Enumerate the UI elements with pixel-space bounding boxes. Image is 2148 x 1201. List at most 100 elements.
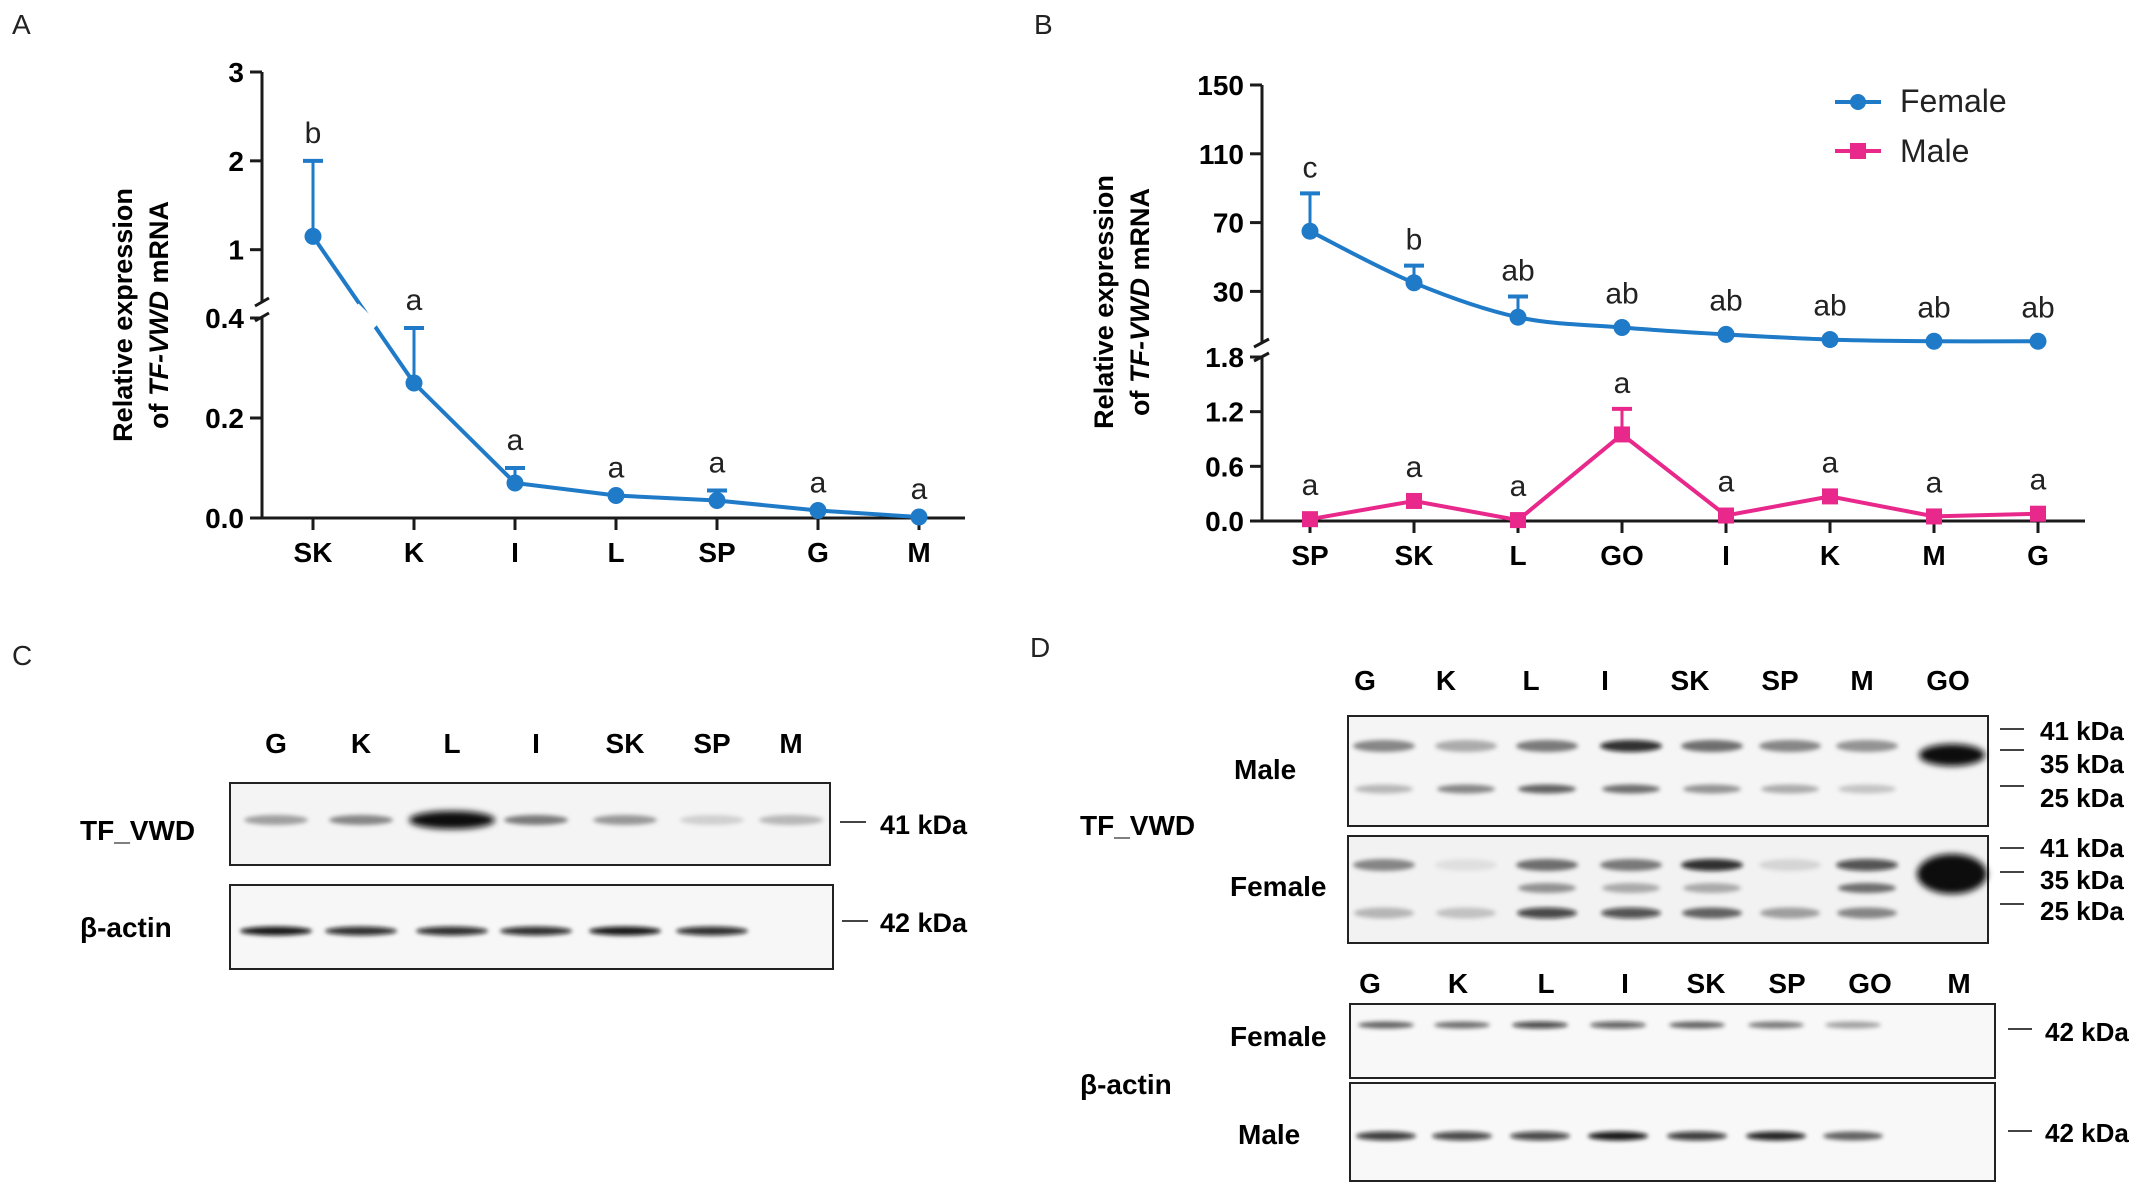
blot-d-lane-label-bottom: K bbox=[1448, 968, 1468, 999]
blot-c-band-actin bbox=[240, 926, 312, 936]
blot-d-band-female-lower bbox=[1436, 907, 1496, 919]
blot-d-row-male-actin: Male bbox=[1238, 1119, 1300, 1150]
chart-b-male-sig-letter: a bbox=[1302, 469, 1319, 502]
chart-b-female-point bbox=[2029, 332, 2047, 350]
blot-c-band-tfvwd bbox=[504, 815, 568, 825]
blot-d-band-female-lower bbox=[1837, 907, 1897, 919]
chart-a-line-break-gap bbox=[351, 303, 379, 331]
blot-d-lane-label-top: L bbox=[1522, 665, 1539, 696]
chart-b-y-tick-label: 150 bbox=[1197, 70, 1244, 101]
blot-d-band-male-lower bbox=[1683, 784, 1741, 794]
blot-c-lane-labels: G K L I SK SP M bbox=[265, 728, 803, 759]
chart-a-point bbox=[506, 474, 524, 492]
blot-c-band-actin bbox=[416, 926, 488, 936]
blot-c-band-actin bbox=[325, 926, 397, 936]
blot-d-band-male-lower bbox=[1602, 784, 1660, 794]
chart-a-sig-letter: a bbox=[911, 473, 928, 506]
chart-b-axis-break-mark bbox=[1253, 337, 1270, 349]
blot-d-kda-female-25: 25 kDa bbox=[2040, 896, 2124, 926]
chart-b-x-tick-label: G bbox=[2027, 540, 2049, 571]
chart-b-female-point bbox=[1301, 222, 1319, 240]
blot-c-kda-42: 42 kDa bbox=[880, 908, 968, 938]
chart-b-female-sig-letter: c bbox=[1303, 151, 1318, 184]
blot-d-band-actin-female bbox=[1512, 1021, 1568, 1029]
chart-b-female-sig-letter: ab bbox=[1501, 255, 1534, 288]
blot-d-band-male-upper bbox=[1353, 740, 1415, 752]
blot-c-band-actin bbox=[676, 926, 748, 936]
chart-b-male-sig-letter: a bbox=[1406, 451, 1423, 484]
blot-c-band-tfvwd bbox=[759, 815, 823, 825]
blot-d-kda-female-35: 35 kDa bbox=[2040, 865, 2124, 895]
chart-b-male-point bbox=[1822, 488, 1838, 505]
chart-a-axis-break-mark bbox=[254, 296, 270, 308]
blot-d-kda-female-42: 42 kDa bbox=[2045, 1017, 2129, 1047]
chart-b-female-point bbox=[1717, 325, 1735, 343]
chart-b-female-sig-letter: ab bbox=[1709, 284, 1742, 317]
chart-b-marks: c b ab ab ab ab ab ab a a a a a a a a bbox=[1300, 151, 2055, 529]
blot-d-lane-label-top: M bbox=[1850, 665, 1873, 696]
chart-b-male-point bbox=[1614, 426, 1630, 443]
chart-a-sig-letter: a bbox=[608, 452, 625, 485]
chart-a-ylabel-line1: Relative expression bbox=[108, 188, 138, 442]
blot-d-lane-label-top: SK bbox=[1671, 665, 1710, 696]
blot-c-lane-label: SP bbox=[693, 728, 730, 759]
blot-d-band-actin-female bbox=[1669, 1021, 1725, 1029]
blot-d-band-female-upper bbox=[1600, 859, 1662, 871]
panel-label-b: B bbox=[1034, 9, 1053, 40]
blot-d-band-female-upper bbox=[1681, 859, 1743, 871]
blot-d-band-male-upper bbox=[1516, 740, 1578, 752]
chart-a-marks: b a a a a a a bbox=[303, 117, 928, 526]
chart-a-x-tick-label: K bbox=[404, 537, 424, 568]
blot-c-lane-label: I bbox=[532, 728, 540, 759]
blot-c-band-tfvwd bbox=[409, 811, 495, 829]
blot-c-band-actin bbox=[500, 926, 572, 936]
blot-c-lane-label: M bbox=[779, 728, 802, 759]
blot-d-box-male-tfvwd bbox=[1347, 715, 1989, 827]
blot-d-band-actin-female bbox=[1825, 1021, 1881, 1029]
chart-a-x-tick-label: SK bbox=[294, 537, 333, 568]
chart-a-point bbox=[304, 227, 322, 245]
blot-d-row-male-tfvwd: Male bbox=[1234, 754, 1296, 785]
blot-d-band-female-upper bbox=[1353, 859, 1415, 871]
chart-b-female-point bbox=[1925, 332, 1943, 350]
chart-b-male-point bbox=[1302, 511, 1318, 528]
chart-a-ylabel-line2: of TF-VWD mRNA bbox=[144, 201, 174, 429]
blot-d-band-male-lower bbox=[1838, 784, 1896, 794]
legend-female-marker bbox=[1850, 94, 1866, 110]
chart-b-x-tick-label: I bbox=[1722, 540, 1730, 571]
chart-b-male-point bbox=[1510, 512, 1526, 529]
chart-b-ylabel-line1: Relative expression bbox=[1089, 175, 1119, 429]
chart-b-y-tick-label: 1.2 bbox=[1205, 397, 1244, 428]
blot-c: G K L I SK SP M TF_VWD β-actin 41 kDa 42 kDa bbox=[80, 728, 968, 970]
chart-b-male-line bbox=[1309, 431, 2039, 523]
blot-d-lane-label-top: G bbox=[1354, 665, 1376, 696]
chart-b-female-line bbox=[1309, 229, 2039, 344]
chart-a-x-tick-label: M bbox=[907, 537, 930, 568]
blot-d-band-female-mid bbox=[1518, 883, 1576, 893]
blot-c-row-label-actin: β-actin bbox=[80, 912, 172, 943]
blot-d-box-male-actin bbox=[1349, 1082, 1996, 1182]
chart-b-x-tick-label: GO bbox=[1600, 540, 1644, 571]
panel-label-d: D bbox=[1030, 632, 1050, 663]
blot-c-lane-label: SK bbox=[606, 728, 645, 759]
chart-b-x-tick-label: M bbox=[1922, 540, 1945, 571]
blot-d-band-male-upper bbox=[1435, 740, 1497, 752]
blot-d-band-male-lower bbox=[1761, 784, 1819, 794]
chart-b-y-tick-label: 0.6 bbox=[1205, 451, 1244, 482]
blot-d-band-actin-female bbox=[1590, 1021, 1646, 1029]
blot-d-band-female-go bbox=[1917, 854, 1987, 894]
chart-b-y-tick-label: 70 bbox=[1213, 208, 1244, 239]
blot-d-band-female-mid bbox=[1602, 883, 1660, 893]
panel-label-a: A bbox=[12, 9, 31, 40]
chart-a-sig-letter: a bbox=[810, 467, 827, 500]
blot-c-band-tfvwd bbox=[244, 815, 308, 825]
chart-b-x-tick-label: L bbox=[1509, 540, 1526, 571]
chart-b-female-point bbox=[1821, 331, 1839, 349]
chart-b-male-point bbox=[2030, 505, 2046, 522]
chart-b-axes: 0.0 0.6 1.2 1.8 30 70 110 150 SP SK L GO I K M G bbox=[1197, 70, 2085, 571]
chart-b-female-sig-letter: ab bbox=[1813, 290, 1846, 323]
blot-d-group-actin: β-actin bbox=[1080, 1069, 1172, 1100]
blot-d-lane-label-bottom: I bbox=[1621, 968, 1629, 999]
chart-a-x-tick-label: G bbox=[807, 537, 829, 568]
